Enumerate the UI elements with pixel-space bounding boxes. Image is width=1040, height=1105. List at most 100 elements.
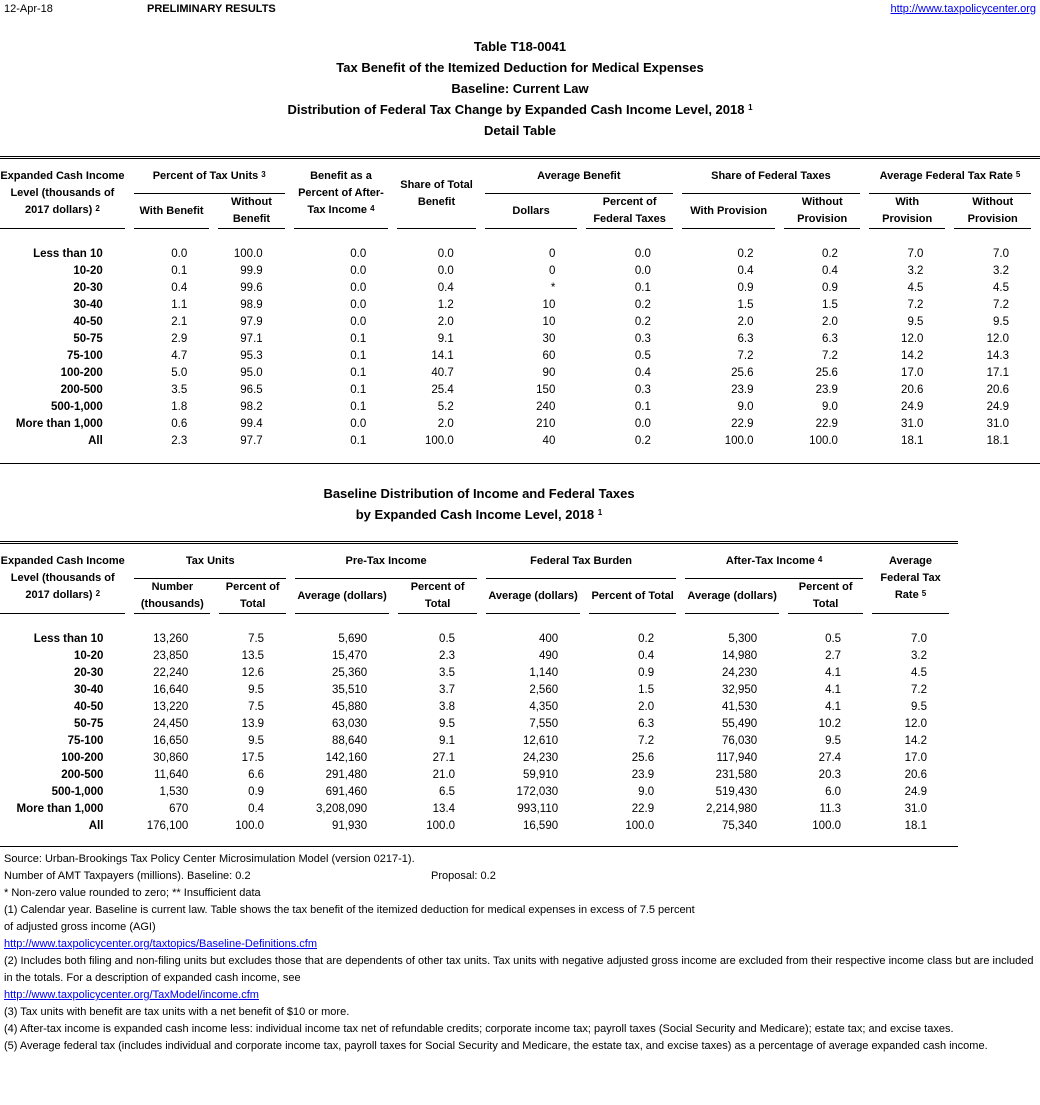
- row-label: 500-1,000: [51, 786, 104, 798]
- cell-value: 95.0: [240, 367, 263, 379]
- cell-value: 0.1: [350, 367, 367, 379]
- table-row: 30-40 16,640 9.5 35,510 3.7 2,560 1.5 32,950 4.1…: [0, 682, 949, 699]
- table-number: Table T18-0041: [473, 39, 567, 54]
- cell-value: 24.9: [901, 401, 924, 413]
- table-row: 20-30 0.4 99.6 0.0 0.4 * 0.1 0.9 0.9 4.5 4.5: [0, 280, 1031, 297]
- cell-value: 0.1: [171, 265, 188, 277]
- cell-value: 1.1: [171, 299, 188, 311]
- cell-value: 9.0: [821, 401, 838, 413]
- cell-value: 7.0: [911, 633, 927, 645]
- table-divider: [0, 463, 1040, 464]
- cell-value: 55,490: [722, 718, 758, 730]
- cell-value: 3.7: [439, 684, 456, 696]
- table-row: 500-1,000 1,530 0.9 691,460 6.5 172,030 9.0 519…: [0, 784, 949, 801]
- cell-value: 12.0: [904, 718, 927, 730]
- cell-value: 2.1: [171, 316, 188, 328]
- row-label: 200-500: [60, 384, 103, 396]
- cell-value: 0.0: [350, 299, 367, 311]
- cell-value: 0.9: [821, 282, 838, 294]
- cell-value: 2.9: [171, 333, 188, 345]
- cell-value: 1.5: [737, 299, 754, 311]
- cell-value: 2.7: [825, 650, 842, 662]
- cell-value: 0: [548, 265, 556, 277]
- cell-value: 0.0: [350, 316, 367, 328]
- cell-value: 0.2: [737, 248, 754, 260]
- header-without-benefit: Without Benefit: [218, 194, 285, 229]
- baseline-titles: Baseline Distribution of Income and Fede…: [0, 483, 958, 525]
- cell-value: 24,450: [153, 718, 189, 730]
- header-percent-tax-units: Percent of Tax Units 3: [133, 159, 285, 194]
- cell-value: 17.0: [901, 367, 924, 379]
- cell-value: 1.5: [821, 299, 838, 311]
- cell-value: 100.0: [625, 820, 655, 832]
- cell-value: 0.4: [171, 282, 188, 294]
- cell-value: 0.4: [737, 265, 754, 277]
- row-label: More than 1,000: [15, 418, 103, 430]
- cell-value: 25,360: [331, 667, 368, 679]
- amt-proposal: Proposal: 0.2: [431, 870, 496, 882]
- cell-value: 0.2: [634, 435, 651, 447]
- cell-value: 142,160: [325, 752, 368, 764]
- baseline-definitions-link[interactable]: http://www.taxpolicycenter.org/taxtopics…: [4, 938, 318, 950]
- cell-value: 993,110: [517, 803, 559, 815]
- baseline-table-title: Baseline Distribution of Income and Fede…: [323, 486, 635, 501]
- cell-value: 11,640: [153, 769, 189, 781]
- source-note: Source: Urban-Brookings Tax Policy Cente…: [4, 853, 415, 865]
- cell-value: 0.1: [350, 435, 367, 447]
- cell-value: *: [550, 282, 556, 294]
- cell-value: 0.5: [634, 350, 651, 362]
- row-label: All: [88, 820, 104, 832]
- table-row: 10-20 0.1 99.9 0.0 0.0 0 0.0 0.4 0.4 3.2 3.2: [0, 263, 1031, 280]
- header-average: Average (dollars): [486, 579, 581, 614]
- row-label: 200-500: [61, 769, 104, 781]
- cell-value: 0.0: [171, 248, 188, 260]
- cell-value: 4.5: [993, 282, 1009, 294]
- cell-value: 23,850: [153, 650, 189, 662]
- cell-value: 0: [548, 248, 556, 260]
- cell-value: 23.9: [731, 384, 754, 396]
- cell-value: 0.9: [248, 786, 265, 798]
- row-label: 50-75: [73, 333, 103, 345]
- cell-value: 75,340: [722, 820, 758, 832]
- page-header: 12-Apr-18 PRELIMINARY RESULTS http://www…: [4, 3, 1036, 19]
- cell-value: 14.1: [431, 350, 454, 362]
- site-link[interactable]: http://www.taxpolicycenter.org: [890, 3, 1036, 15]
- income-definition-link[interactable]: http://www.taxpolicycenter.org/TaxModel/…: [4, 989, 259, 1001]
- cell-value: 2.0: [437, 418, 454, 430]
- cell-value: 96.5: [240, 384, 263, 396]
- cell-value: 91,930: [331, 820, 368, 832]
- cell-value: 60: [542, 350, 556, 362]
- cell-value: 7.2: [911, 684, 927, 696]
- row-label: 75-100: [67, 735, 104, 747]
- cell-value: 7.2: [737, 350, 754, 362]
- cell-value: 9.0: [638, 786, 655, 798]
- cell-value: 0.4: [638, 650, 655, 662]
- cell-value: 2.0: [437, 316, 454, 328]
- header-percent-total: Percent of Total: [788, 579, 864, 614]
- cell-value: 31.0: [904, 803, 927, 815]
- footnotes: Source: Urban-Brookings Tax Policy Cente…: [4, 851, 1036, 1055]
- cell-value: 7.0: [907, 248, 924, 260]
- cell-value: 17.0: [904, 752, 927, 764]
- status-label: PRELIMINARY RESULTS: [147, 3, 276, 15]
- cell-value: 5.2: [437, 401, 454, 413]
- header-share-federal-taxes: Share of Federal Taxes: [681, 159, 860, 194]
- benefit-table: Expanded Cash Income Level (thousands of…: [0, 156, 1040, 450]
- cell-value: 2.3: [439, 650, 456, 662]
- cell-value: 15,470: [331, 650, 368, 662]
- cell-value: 27.1: [432, 752, 456, 764]
- cell-value: 6.6: [248, 769, 265, 781]
- cell-value: 7.2: [993, 299, 1009, 311]
- cell-value: 0.0: [634, 248, 651, 260]
- cell-value: 7.0: [993, 248, 1009, 260]
- baseline-table-body: Less than 10 13,260 7.5 5,690 0.5 400 0.2 5,300…: [0, 614, 949, 835]
- cell-value: 40: [542, 435, 556, 447]
- table-row: 200-500 11,640 6.6 291,480 21.0 59,910 23.9 231…: [0, 767, 949, 784]
- cell-value: 22.9: [631, 803, 655, 815]
- cell-value: 97.7: [240, 435, 263, 447]
- cell-value: 14.2: [904, 735, 927, 747]
- cell-value: 0.3: [634, 333, 651, 345]
- cell-value: 6.3: [821, 333, 838, 345]
- cell-value: 22.9: [731, 418, 754, 430]
- cell-value: 172,030: [516, 786, 559, 798]
